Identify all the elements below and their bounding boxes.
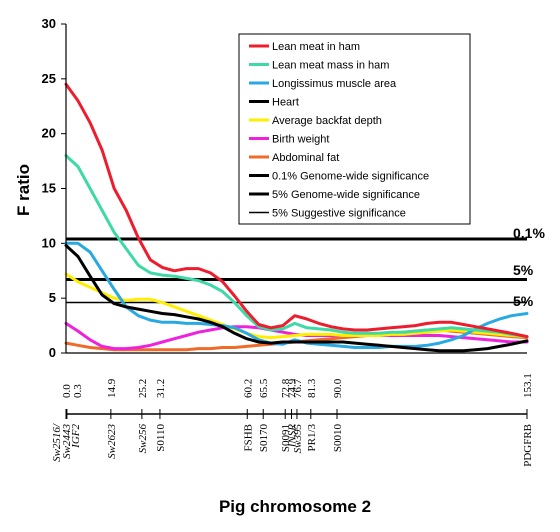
map-position-label: 74.9 xyxy=(287,378,299,398)
marker-label: S0170 xyxy=(258,424,270,453)
legend-label: 5% Genome-wide significance xyxy=(272,189,420,201)
map-position-label: 90.0 xyxy=(332,378,344,398)
map-position-label: 31.2 xyxy=(155,379,167,398)
marker-label: Sw2516/ xyxy=(51,423,63,462)
y-tick-label: 25 xyxy=(42,71,56,86)
threshold-label: 5% xyxy=(513,293,534,309)
legend-box xyxy=(238,33,471,225)
map-position-label: 76.7 xyxy=(292,378,304,398)
legend-label: 0.1% Genome-wide significance xyxy=(272,171,429,183)
marker-label: Sw395 xyxy=(292,424,304,454)
marker-label: INSR xyxy=(287,424,299,449)
map-position-label: 14.9 xyxy=(106,378,118,398)
marker-label: FSHB xyxy=(242,424,254,452)
marker-label: PR1/3 xyxy=(306,424,318,452)
series-line xyxy=(64,154,529,339)
y-tick-label: 0 xyxy=(49,345,56,360)
marker-label: Sw256 xyxy=(137,424,149,454)
marker-label: PDGFRB xyxy=(522,424,534,467)
map-position-label: 0.0 xyxy=(61,384,73,398)
legend-label: Lean meat in ham xyxy=(272,41,360,53)
y-tick-label: 20 xyxy=(42,126,56,141)
map-position-label: 72.8 xyxy=(280,378,292,398)
legend-label: Lean meat mass in ham xyxy=(272,60,389,72)
x-axis-label: Pig chromosome 2 xyxy=(219,497,371,516)
legend-label: Birth weight xyxy=(272,134,329,146)
legend-label: Abdominal fat xyxy=(272,152,339,164)
map-position-label: 25.2 xyxy=(137,379,149,398)
y-axis-label: F ratio xyxy=(14,164,33,216)
map-position-label: 153.1 xyxy=(522,373,534,398)
series-line xyxy=(64,82,529,339)
y-tick-label: 30 xyxy=(42,16,56,31)
legend-label: Longissimus muscle area xyxy=(272,78,397,90)
marker-label: Sw2623 xyxy=(106,424,118,459)
marker-label: S0010 xyxy=(332,424,344,453)
series-line xyxy=(64,241,529,349)
marker-label: Sw2443 xyxy=(61,424,73,459)
threshold-label: 5% xyxy=(513,262,534,278)
map-position-label: 81.3 xyxy=(306,378,318,398)
y-tick-label: 15 xyxy=(42,181,56,196)
marker-label: S0091 xyxy=(280,424,292,452)
legend-label: Average backfat depth xyxy=(272,115,382,127)
y-tick-label: 5 xyxy=(49,290,56,305)
legend-label: Heart xyxy=(272,97,299,109)
map-position-label: 65.5 xyxy=(258,378,270,398)
map-position-label: 0.3 xyxy=(72,384,84,398)
marker-label: IGF2 xyxy=(70,424,82,449)
legend-label: 5% Suggestive significance xyxy=(272,208,406,220)
series-line xyxy=(64,244,529,353)
y-tick-label: 10 xyxy=(42,235,56,250)
marker-label: S0110 xyxy=(155,424,167,452)
series-line xyxy=(64,272,529,340)
map-position-label: 60.2 xyxy=(242,379,254,398)
threshold-label: 0.1% xyxy=(513,225,545,241)
